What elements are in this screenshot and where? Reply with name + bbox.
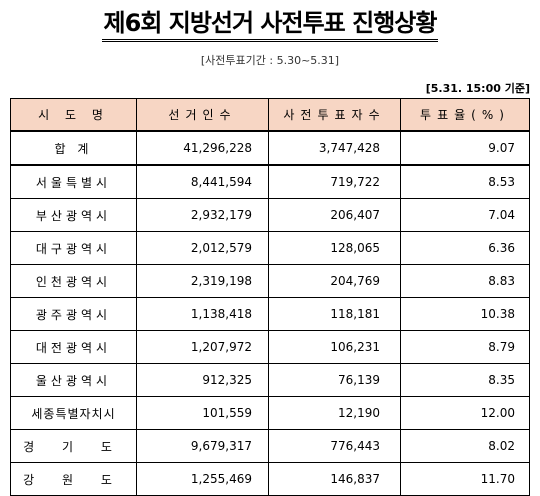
early-voters-count: 128,065 <box>268 231 401 265</box>
region-name: 대전광역시 <box>10 330 137 364</box>
table-row: 세종특별자치시 101,559 12,190 12.00 <box>10 396 530 430</box>
turnout-rate: 9.07 <box>400 130 530 166</box>
turnout-rate: 8.53 <box>400 164 530 199</box>
electors-count: 2,012,579 <box>136 231 269 265</box>
region-name: 세종특별자치시 <box>10 396 137 430</box>
early-voters-count: 12,190 <box>268 396 401 430</box>
turnout-rate: 7.04 <box>400 198 530 232</box>
table-row: 인천광역시 2,319,198 204,769 8.83 <box>10 264 530 298</box>
header-electors: 선거인수 <box>136 98 269 132</box>
header-early-voters: 사전투표자수 <box>268 98 401 132</box>
electors-count: 41,296,228 <box>136 130 269 166</box>
electors-count: 1,138,418 <box>136 297 269 331</box>
turnout-rate: 8.02 <box>400 429 530 463</box>
electors-count: 101,559 <box>136 396 269 430</box>
table-row: 대전광역시 1,207,972 106,231 8.79 <box>10 330 530 364</box>
turnout-rate: 8.35 <box>400 363 530 397</box>
early-voters-count: 3,747,428 <box>268 130 401 166</box>
electors-count: 2,319,198 <box>136 264 269 298</box>
table-row: 울산광역시 912,325 76,139 8.35 <box>10 363 530 397</box>
page-title: 제6회 지방선거 사전투표 진행상황 <box>0 8 540 42</box>
header-region: 시 도 명 <box>10 98 137 132</box>
early-voters-count: 776,443 <box>268 429 401 463</box>
voting-period: [사전투표기간 : 5.30~5.31] <box>200 54 340 67</box>
turnout-rate: 10.38 <box>400 297 530 331</box>
table-row: 대구광역시 2,012,579 128,065 6.36 <box>10 231 530 265</box>
table-row: 강 원 도 1,255,469 146,837 11.70 <box>10 462 530 496</box>
electors-count: 912,325 <box>136 363 269 397</box>
as-of-timestamp: [5.31. 15:00 기준] <box>425 82 530 95</box>
electors-count: 1,207,972 <box>136 330 269 364</box>
early-voters-count: 719,722 <box>268 164 401 199</box>
region-name: 경 기 도 <box>10 429 137 463</box>
electors-count: 1,255,469 <box>136 462 269 496</box>
region-name: 부산광역시 <box>10 198 137 232</box>
electors-count: 2,932,179 <box>136 198 269 232</box>
region-name: 광주광역시 <box>10 297 137 331</box>
early-voters-count: 106,231 <box>268 330 401 364</box>
early-voters-count: 76,139 <box>268 363 401 397</box>
table-header-row: 시 도 명 선거인수 사전투표자수 투표율(%) <box>10 98 530 132</box>
turnout-rate: 6.36 <box>400 231 530 265</box>
table-row: 광주광역시 1,138,418 118,181 10.38 <box>10 297 530 331</box>
turnout-rate: 12.00 <box>400 396 530 430</box>
table-row: 부산광역시 2,932,179 206,407 7.04 <box>10 198 530 232</box>
region-name: 합 계 <box>10 130 137 166</box>
turnout-table: 시 도 명 선거인수 사전투표자수 투표율(%) 합 계 41,296,228 … <box>10 98 530 496</box>
region-name: 서울특별시 <box>10 164 137 199</box>
turnout-rate: 11.70 <box>400 462 530 496</box>
early-voters-count: 146,837 <box>268 462 401 496</box>
early-voters-count: 118,181 <box>268 297 401 331</box>
table-row-total: 합 계 41,296,228 3,747,428 9.07 <box>10 130 530 166</box>
electors-count: 8,441,594 <box>136 164 269 199</box>
table-row: 경 기 도 9,679,317 776,443 8.02 <box>10 429 530 463</box>
region-name: 울산광역시 <box>10 363 137 397</box>
table-row: 서울특별시 8,441,594 719,722 8.53 <box>10 164 530 199</box>
region-name: 강 원 도 <box>10 462 137 496</box>
early-voters-count: 204,769 <box>268 264 401 298</box>
header-turnout-rate: 투표율(%) <box>400 98 530 132</box>
early-voters-count: 206,407 <box>268 198 401 232</box>
region-name: 인천광역시 <box>10 264 137 298</box>
turnout-rate: 8.83 <box>400 264 530 298</box>
region-name: 대구광역시 <box>10 231 137 265</box>
electors-count: 9,679,317 <box>136 429 269 463</box>
turnout-rate: 8.79 <box>400 330 530 364</box>
